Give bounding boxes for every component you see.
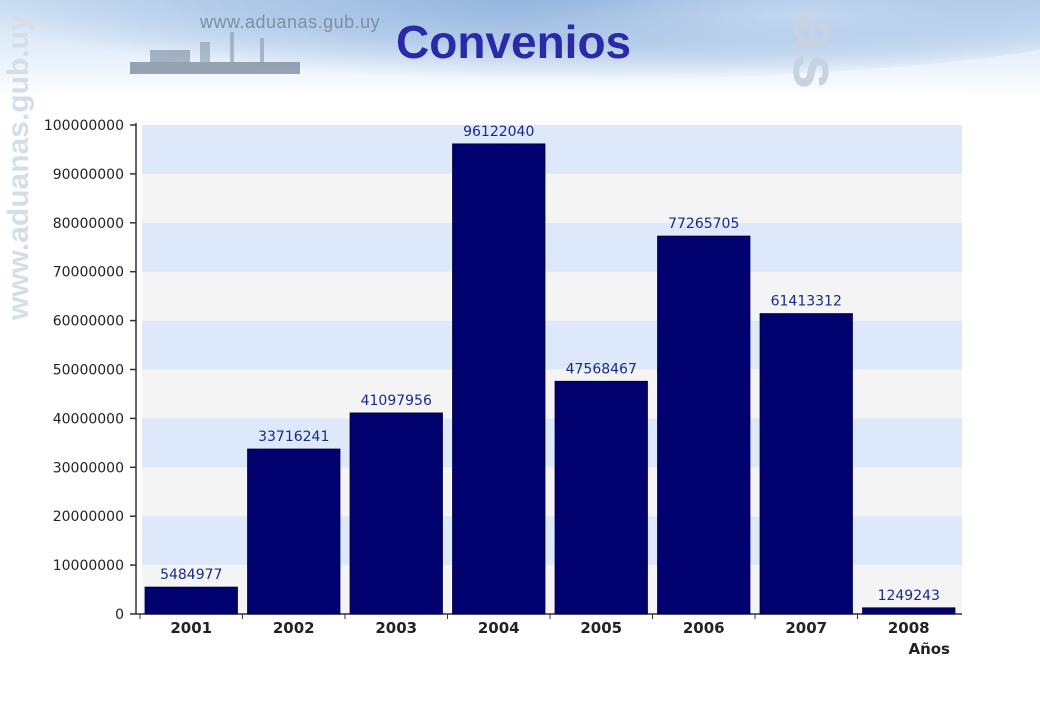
bar — [144, 586, 238, 615]
watermark-brand: as — [780, 16, 852, 92]
bar-chart: 0 10000000 20000000 30000000 40000000 5000000… — [44, 118, 962, 658]
data-label: 96122040 — [463, 124, 534, 140]
bar — [759, 313, 853, 615]
data-label: 1249243 — [878, 588, 940, 604]
x-tick-label: 2007 — [785, 619, 827, 637]
y-tick-label: 10000000 — [53, 558, 124, 574]
data-label: 5484977 — [160, 567, 222, 583]
x-tick-label: 2006 — [683, 619, 725, 637]
grid-band — [142, 173, 962, 223]
chart-panel: 0 10000000 20000000 30000000 40000000 5000000… — [36, 94, 972, 664]
watermark-url: www.aduanas.gub.uy — [200, 12, 381, 32]
side-watermark: www.aduanas.gub.uy — [0, 0, 36, 330]
x-tick-label: 2004 — [478, 619, 520, 637]
y-tick-label: 90000000 — [53, 167, 124, 183]
y-tick-label: 30000000 — [53, 460, 124, 476]
y-tick-label: 60000000 — [53, 314, 124, 330]
x-tick-label: 2003 — [375, 619, 417, 637]
data-label: 47568467 — [566, 361, 637, 377]
y-tick-label: 70000000 — [53, 265, 124, 281]
y-tick-label: 40000000 — [53, 411, 124, 427]
header-background: www.aduanas.gub.uy as — [0, 0, 1040, 100]
page-title: Convenios — [396, 16, 632, 68]
bar — [247, 448, 341, 615]
grid-band — [142, 125, 962, 174]
side-watermark-text: www.aduanas.gub.uy — [2, 14, 35, 320]
y-tick-label: 20000000 — [53, 509, 124, 525]
x-tick-label: 2005 — [580, 619, 622, 637]
data-label: 61413312 — [771, 294, 842, 310]
y-tick-label: 50000000 — [53, 363, 124, 379]
data-label: 77265705 — [668, 216, 739, 232]
y-tick-label: 80000000 — [53, 216, 124, 232]
bar — [452, 143, 546, 615]
bar — [554, 380, 648, 615]
data-label: 41097956 — [361, 393, 432, 409]
grid-band — [142, 222, 962, 272]
x-tick-label: 2002 — [273, 619, 315, 637]
x-axis-title: Años — [908, 640, 950, 658]
ship-illustration — [130, 32, 300, 74]
x-tick-label: 2008 — [888, 619, 930, 637]
bar — [862, 607, 956, 615]
data-label: 33716241 — [258, 429, 329, 445]
y-tick-label: 100000000 — [44, 118, 124, 134]
x-tick-label: 2001 — [170, 619, 212, 637]
grid-band — [142, 271, 962, 321]
bar — [657, 235, 751, 615]
y-tick-label: 0 — [115, 607, 124, 623]
bar — [349, 412, 443, 615]
